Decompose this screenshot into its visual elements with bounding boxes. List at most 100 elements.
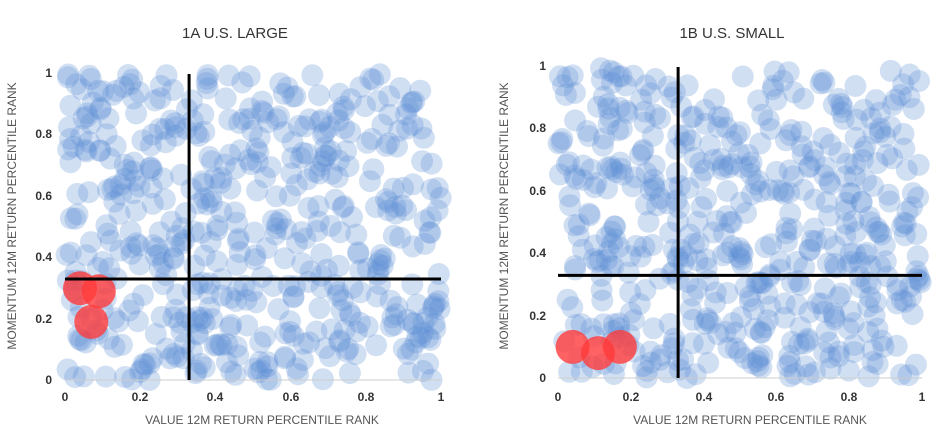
chart-1b-data-point xyxy=(901,196,923,219)
chart-1b-data-point xyxy=(734,276,757,298)
chart-1b-data-point xyxy=(783,362,806,385)
chart-1b-data-point xyxy=(823,252,846,275)
chart-1b-data-point xyxy=(892,73,915,96)
chart-1a-data-point xyxy=(326,166,349,189)
chart-1a-data-point xyxy=(256,355,279,378)
chart-1b-data-point xyxy=(554,83,577,106)
chart-1a-data-point xyxy=(162,343,185,365)
chart-1a-data-point xyxy=(328,82,351,105)
chart-1b-data-point xyxy=(633,100,656,123)
chart-1b-data-point xyxy=(873,234,896,257)
chart-1b-data-point xyxy=(583,234,606,257)
chart-1b-data-point xyxy=(590,279,613,301)
chart-1a-data-point xyxy=(70,124,93,147)
chart-1a-data-point xyxy=(412,312,435,334)
chart-1b-data-point xyxy=(580,158,603,181)
chart-1a-data-point xyxy=(327,149,350,172)
chart-1b-x-ticks: 0 0.2 0.4 0.6 0.8 1 xyxy=(555,390,926,404)
chart-1b-data-point xyxy=(859,255,882,277)
chart-1a-data-point xyxy=(269,72,292,95)
chart-1b-data-point xyxy=(629,245,652,268)
chart-1a-data-point xyxy=(65,73,88,96)
chart-1a-data-point xyxy=(402,313,425,336)
chart-1b-data-point xyxy=(644,103,667,126)
chart-1b-data-point xyxy=(695,257,718,279)
chart-1b-data-point xyxy=(806,292,829,315)
chart-1b-data-point xyxy=(564,109,587,132)
chart-1b-data-point xyxy=(730,306,753,328)
chart-1b-data-point xyxy=(559,194,582,217)
chart-1b-data-point xyxy=(682,105,705,128)
chart-1b-data-point xyxy=(610,157,633,180)
chart-1a-data-point xyxy=(110,333,133,356)
chart-1b-data-point xyxy=(740,151,763,174)
chart-1b-data-point xyxy=(747,346,770,369)
chart-1b-data-point xyxy=(717,156,740,179)
chart-1a-y-tick: 0.8 xyxy=(35,127,52,141)
chart-1a-data-point xyxy=(268,105,290,128)
chart-1b-data-point xyxy=(809,72,832,95)
chart-1a-data-point xyxy=(367,259,390,282)
chart-1b-data-point xyxy=(835,191,858,214)
chart-1b-data-point xyxy=(622,64,645,87)
chart-1a-data-point xyxy=(274,345,296,368)
chart-1a-data-point xyxy=(265,108,288,131)
chart-1a-data-point xyxy=(150,305,173,328)
chart-1a-data-point xyxy=(311,368,334,391)
chart-1b-data-point xyxy=(607,235,630,258)
chart-1a-data-point xyxy=(109,173,132,196)
chart-1b-data-point xyxy=(639,351,662,374)
chart-1b-data-point xyxy=(854,243,877,266)
chart-1a-data-point xyxy=(77,181,100,204)
chart-1a-data-point xyxy=(122,151,145,174)
chart-1a-data-point xyxy=(144,244,167,267)
chart-1b-data-point xyxy=(717,336,740,359)
chart-1a-title: 1A U.S. LARGE xyxy=(182,25,288,42)
chart-1b-data-point xyxy=(803,149,826,172)
chart-1a-data-point xyxy=(402,173,424,196)
chart-1b-data-point xyxy=(731,243,754,266)
chart-1a-data-point xyxy=(122,182,145,205)
chart-1b-highlight-point xyxy=(602,329,637,364)
chart-1a-data-point xyxy=(64,207,87,230)
chart-1a-data-point xyxy=(120,242,143,265)
chart-1a-data-point xyxy=(326,102,348,125)
chart-1b-data-point xyxy=(874,250,897,273)
chart-1b-data-point xyxy=(586,250,609,273)
chart-1b-data-point xyxy=(689,151,712,174)
chart-1a-data-point xyxy=(384,202,407,225)
chart-1b-data-point xyxy=(837,359,860,382)
chart-1a-data-point xyxy=(320,318,343,341)
chart-1b-data-point xyxy=(639,179,662,201)
chart-1a-data-point xyxy=(81,91,104,114)
chart-1a-data-point xyxy=(312,150,335,173)
chart-1b-data-point xyxy=(906,245,929,268)
chart-1b-data-point xyxy=(747,354,770,377)
chart-1a-data-point xyxy=(274,322,297,345)
chart-1b-data-point xyxy=(818,170,841,193)
chart-1b-data-point xyxy=(787,333,810,356)
chart-1a-data-point xyxy=(356,315,379,338)
chart-1a-y-ticks: 0 0.2 0.4 0.6 0.8 1 xyxy=(35,66,52,387)
chart-1a-data-point xyxy=(126,310,149,333)
chart-1b-data-point xyxy=(636,359,658,382)
chart-1a-data-point xyxy=(331,289,354,312)
chart-1b-data-point xyxy=(577,125,600,148)
chart-1b-data-point xyxy=(869,255,892,278)
chart-1b-data-point xyxy=(597,92,620,115)
chart-1b-data-point xyxy=(561,64,584,87)
chart-1a-data-point xyxy=(369,249,392,272)
chart-1a-data-point xyxy=(314,136,337,159)
chart-1a-data-point xyxy=(359,170,381,193)
chart-1a-data-point xyxy=(101,83,124,106)
chart-1a-data-point xyxy=(219,143,242,166)
chart-1b-data-point xyxy=(711,244,734,267)
chart-1a-data-point xyxy=(164,124,187,147)
chart-1b-data-point xyxy=(564,255,586,278)
chart-1a-data-point xyxy=(59,241,82,264)
chart-1b-data-point xyxy=(649,348,671,371)
chart-1b-data-point xyxy=(754,236,777,259)
chart-1a-data-point xyxy=(203,334,226,357)
chart-1b-data-point xyxy=(715,205,738,228)
chart-1a-data-point xyxy=(117,64,140,86)
